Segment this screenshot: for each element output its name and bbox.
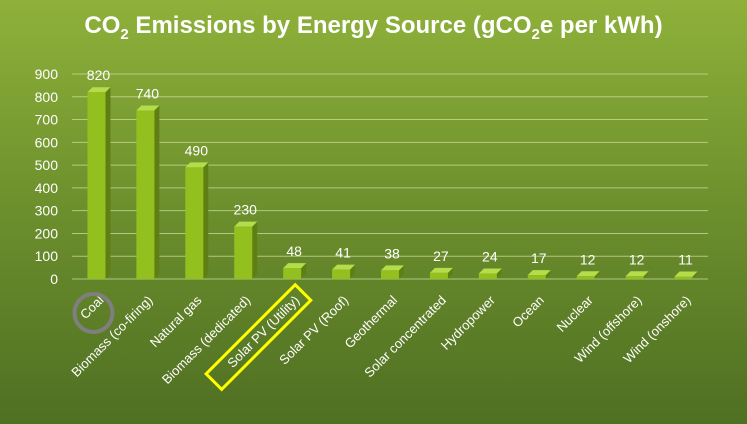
- bar-top: [332, 264, 356, 270]
- bar: [429, 272, 448, 279]
- bar-side: [105, 87, 111, 279]
- y-tick-label: 400: [35, 180, 59, 196]
- y-tick-label: 100: [35, 248, 59, 264]
- y-tick-label: 0: [50, 271, 58, 287]
- bar-top: [576, 271, 600, 277]
- bar-side: [545, 270, 551, 279]
- bar: [527, 275, 546, 279]
- data-label: 41: [335, 245, 351, 261]
- bar-side: [496, 268, 502, 279]
- bar: [381, 270, 399, 279]
- data-label: 740: [136, 85, 160, 101]
- bar: [576, 276, 595, 279]
- y-tick-label: 800: [35, 89, 59, 105]
- data-label: 11: [678, 251, 693, 267]
- bar-top: [674, 271, 698, 277]
- bar-top: [625, 271, 649, 277]
- data-label: 490: [185, 142, 209, 158]
- bar: [185, 167, 204, 279]
- bar: [136, 110, 155, 279]
- y-tick-label: 500: [35, 157, 59, 173]
- bar-side: [399, 265, 404, 279]
- bar-side: [692, 271, 698, 279]
- data-label: 17: [531, 250, 547, 266]
- chart-title: CO2 Emissions by Energy Source (gCO2e pe…: [84, 12, 663, 43]
- data-label: 230: [234, 202, 258, 218]
- bar-side: [203, 162, 209, 279]
- x-tick-label: Nuclear: [554, 292, 597, 335]
- bar-side: [447, 267, 453, 279]
- bar-side: [301, 263, 307, 279]
- data-label: 820: [87, 67, 111, 83]
- bar: [332, 269, 351, 279]
- bar-top: [381, 265, 404, 271]
- bar-side: [594, 271, 600, 279]
- data-label: 24: [482, 249, 498, 265]
- data-label: 12: [629, 251, 645, 267]
- bar-top: [185, 162, 209, 168]
- y-tick-label: 600: [35, 134, 59, 150]
- x-tick-label: Solar concentrated: [361, 293, 449, 381]
- data-label: 48: [286, 243, 302, 259]
- data-label: 27: [433, 248, 449, 264]
- data-label: 12: [580, 251, 596, 267]
- bar-side: [252, 221, 258, 279]
- highlight-box: [203, 282, 313, 392]
- y-tick-label: 300: [35, 203, 59, 219]
- bar: [283, 268, 302, 279]
- data-label: 38: [384, 245, 400, 261]
- bar-top: [527, 270, 551, 276]
- bar-top: [136, 105, 160, 111]
- bar-top: [478, 268, 502, 274]
- bar: [478, 273, 497, 279]
- y-tick-label: 700: [35, 112, 59, 128]
- x-tick-label: Ocean: [509, 293, 547, 331]
- bar-side: [350, 264, 356, 279]
- bar-top: [429, 267, 453, 273]
- bar: [87, 92, 106, 279]
- bar-top: [234, 221, 258, 227]
- bar-top: [87, 87, 111, 93]
- y-tick-label: 900: [35, 66, 59, 82]
- bar: [234, 226, 253, 279]
- highlight-circle: [72, 292, 115, 334]
- bar: [674, 276, 693, 279]
- bar-side: [643, 271, 649, 279]
- bar-side: [154, 105, 160, 279]
- bar-top: [283, 263, 307, 269]
- y-tick-label: 200: [35, 225, 59, 241]
- bar: [625, 276, 644, 279]
